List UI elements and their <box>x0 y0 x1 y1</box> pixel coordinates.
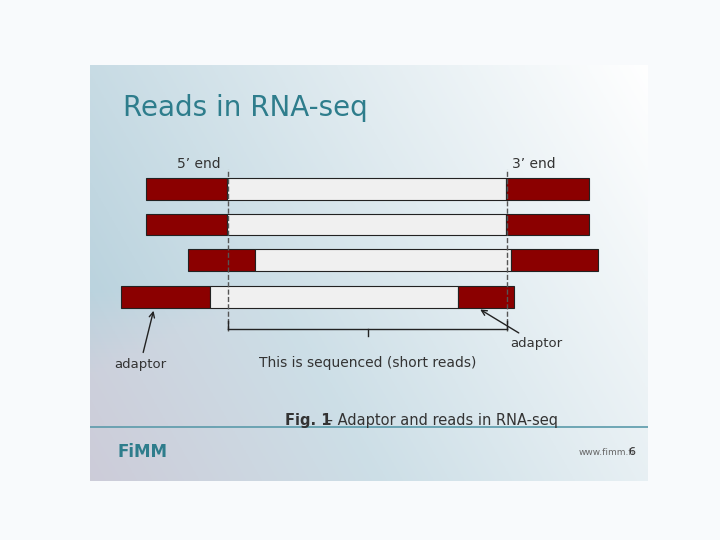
Bar <box>90 465 648 481</box>
Text: 5’ end: 5’ end <box>177 157 220 171</box>
Bar <box>90 338 648 481</box>
Bar <box>145 178 227 200</box>
Bar <box>121 286 210 308</box>
Bar <box>90 406 648 481</box>
Bar <box>90 305 648 481</box>
Bar <box>90 327 648 481</box>
Bar <box>90 390 648 481</box>
Text: – Adaptor and reads in RNA-seq: – Adaptor and reads in RNA-seq <box>321 413 558 428</box>
Bar <box>188 249 255 271</box>
Text: www.fimm.fi: www.fimm.fi <box>578 448 634 457</box>
Bar <box>90 409 648 481</box>
Bar <box>145 214 227 235</box>
Bar <box>505 214 590 235</box>
Bar <box>90 469 648 481</box>
Bar <box>90 428 648 481</box>
Bar <box>90 375 648 481</box>
Bar <box>90 458 648 481</box>
Bar <box>227 178 505 200</box>
Bar <box>90 301 648 481</box>
Bar <box>90 357 648 481</box>
Text: This is sequenced (short reads): This is sequenced (short reads) <box>259 356 477 370</box>
Bar <box>90 450 648 481</box>
Bar <box>90 308 648 481</box>
Text: Fig. 1: Fig. 1 <box>285 413 332 428</box>
Bar <box>90 323 648 481</box>
Bar <box>90 439 648 481</box>
Bar <box>90 312 648 481</box>
Bar <box>90 297 648 481</box>
Bar <box>255 249 511 271</box>
Text: 3’ end: 3’ end <box>512 157 555 171</box>
Bar <box>90 420 648 481</box>
Text: FiMM: FiMM <box>118 443 168 461</box>
Bar <box>90 346 648 481</box>
Bar <box>90 315 648 481</box>
Bar <box>511 249 598 271</box>
Bar <box>90 293 648 481</box>
Bar <box>459 286 514 308</box>
Bar <box>210 286 459 308</box>
Text: Reads in RNA-seq: Reads in RNA-seq <box>124 94 368 122</box>
Bar <box>90 416 648 481</box>
Bar <box>90 424 648 481</box>
Text: adaptor: adaptor <box>482 310 562 350</box>
Bar <box>90 476 648 481</box>
Text: adaptor: adaptor <box>114 312 166 371</box>
Bar <box>90 472 648 481</box>
Bar <box>90 462 648 481</box>
Bar <box>90 342 648 481</box>
Bar <box>90 334 648 481</box>
Bar <box>90 353 648 481</box>
Bar <box>90 443 648 481</box>
Bar <box>90 394 648 481</box>
Bar <box>90 319 648 481</box>
Bar <box>90 431 648 481</box>
Text: 6: 6 <box>629 447 636 457</box>
Bar <box>90 379 648 481</box>
Bar <box>90 435 648 481</box>
Bar <box>227 214 505 235</box>
Bar <box>90 454 648 481</box>
Bar <box>90 387 648 481</box>
Bar <box>90 383 648 481</box>
Bar <box>90 360 648 481</box>
Bar <box>90 364 648 481</box>
Bar <box>90 398 648 481</box>
Bar <box>90 372 648 481</box>
Bar <box>505 178 590 200</box>
Bar <box>90 402 648 481</box>
Bar <box>90 368 648 481</box>
Bar <box>90 349 648 481</box>
Bar <box>90 413 648 481</box>
Bar <box>90 447 648 481</box>
Bar <box>90 330 648 481</box>
